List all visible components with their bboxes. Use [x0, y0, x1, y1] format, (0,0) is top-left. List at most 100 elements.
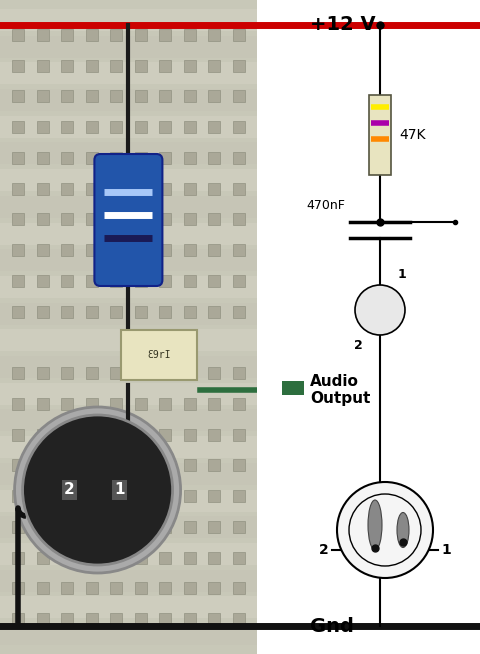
- Bar: [282, 381, 304, 395]
- Bar: [110, 613, 122, 625]
- Bar: [233, 182, 245, 195]
- Bar: [36, 490, 48, 502]
- Bar: [159, 90, 171, 103]
- Bar: [135, 121, 147, 133]
- Bar: [135, 521, 147, 533]
- Bar: [110, 367, 122, 379]
- Bar: [184, 398, 196, 410]
- Bar: [184, 459, 196, 472]
- Bar: [233, 490, 245, 502]
- Bar: [36, 551, 48, 564]
- Bar: [12, 29, 24, 41]
- Bar: [0, 249, 257, 271]
- Bar: [0, 62, 257, 84]
- Bar: [208, 428, 220, 441]
- Bar: [0, 276, 257, 298]
- Bar: [36, 182, 48, 195]
- Bar: [159, 459, 171, 472]
- Text: 47K: 47K: [399, 128, 425, 142]
- Bar: [135, 398, 147, 410]
- Bar: [85, 29, 97, 41]
- Bar: [233, 459, 245, 472]
- Bar: [36, 60, 48, 72]
- Bar: [36, 367, 48, 379]
- Bar: [184, 490, 196, 502]
- Bar: [208, 613, 220, 625]
- Bar: [0, 463, 257, 485]
- Bar: [0, 89, 257, 111]
- Bar: [0, 596, 257, 618]
- Bar: [184, 613, 196, 625]
- Bar: [0, 196, 257, 218]
- Bar: [12, 182, 24, 195]
- Bar: [184, 182, 196, 195]
- Text: 2: 2: [354, 339, 362, 352]
- Bar: [135, 459, 147, 472]
- Bar: [12, 459, 24, 472]
- Bar: [233, 29, 245, 41]
- Bar: [184, 367, 196, 379]
- Text: 470nF: 470nF: [306, 199, 345, 212]
- Bar: [0, 383, 257, 405]
- Bar: [0, 330, 257, 351]
- Bar: [110, 398, 122, 410]
- Text: +12 V: +12 V: [310, 16, 376, 35]
- Bar: [159, 490, 171, 502]
- Bar: [208, 121, 220, 133]
- Bar: [85, 182, 97, 195]
- Text: 1: 1: [441, 543, 451, 557]
- Bar: [208, 305, 220, 318]
- Bar: [0, 490, 257, 511]
- Bar: [135, 613, 147, 625]
- Bar: [36, 613, 48, 625]
- Bar: [184, 121, 196, 133]
- Bar: [208, 275, 220, 287]
- Bar: [61, 521, 73, 533]
- Bar: [0, 623, 257, 645]
- Bar: [159, 398, 171, 410]
- Bar: [208, 213, 220, 226]
- Bar: [184, 428, 196, 441]
- Bar: [184, 152, 196, 164]
- Bar: [85, 582, 97, 594]
- Bar: [85, 60, 97, 72]
- Bar: [36, 275, 48, 287]
- Bar: [0, 169, 257, 191]
- Bar: [0, 143, 257, 164]
- Bar: [233, 244, 245, 256]
- Bar: [208, 152, 220, 164]
- Bar: [159, 29, 171, 41]
- Bar: [135, 305, 147, 318]
- Bar: [12, 582, 24, 594]
- FancyBboxPatch shape: [95, 154, 162, 286]
- Bar: [159, 60, 171, 72]
- Bar: [12, 213, 24, 226]
- Circle shape: [14, 407, 180, 573]
- Bar: [233, 582, 245, 594]
- Bar: [110, 490, 122, 502]
- Bar: [61, 398, 73, 410]
- Bar: [61, 152, 73, 164]
- Bar: [61, 182, 73, 195]
- Bar: [159, 428, 171, 441]
- Bar: [85, 613, 97, 625]
- Bar: [12, 305, 24, 318]
- Bar: [135, 275, 147, 287]
- Bar: [110, 275, 122, 287]
- Bar: [85, 90, 97, 103]
- Bar: [61, 459, 73, 472]
- Bar: [0, 436, 257, 458]
- Bar: [12, 244, 24, 256]
- Bar: [61, 490, 73, 502]
- Circle shape: [23, 415, 173, 565]
- Bar: [159, 521, 171, 533]
- Bar: [135, 213, 147, 226]
- Bar: [36, 244, 48, 256]
- Bar: [233, 551, 245, 564]
- Bar: [159, 182, 171, 195]
- Bar: [159, 582, 171, 594]
- Bar: [61, 428, 73, 441]
- Bar: [61, 29, 73, 41]
- Bar: [61, 551, 73, 564]
- Bar: [184, 305, 196, 318]
